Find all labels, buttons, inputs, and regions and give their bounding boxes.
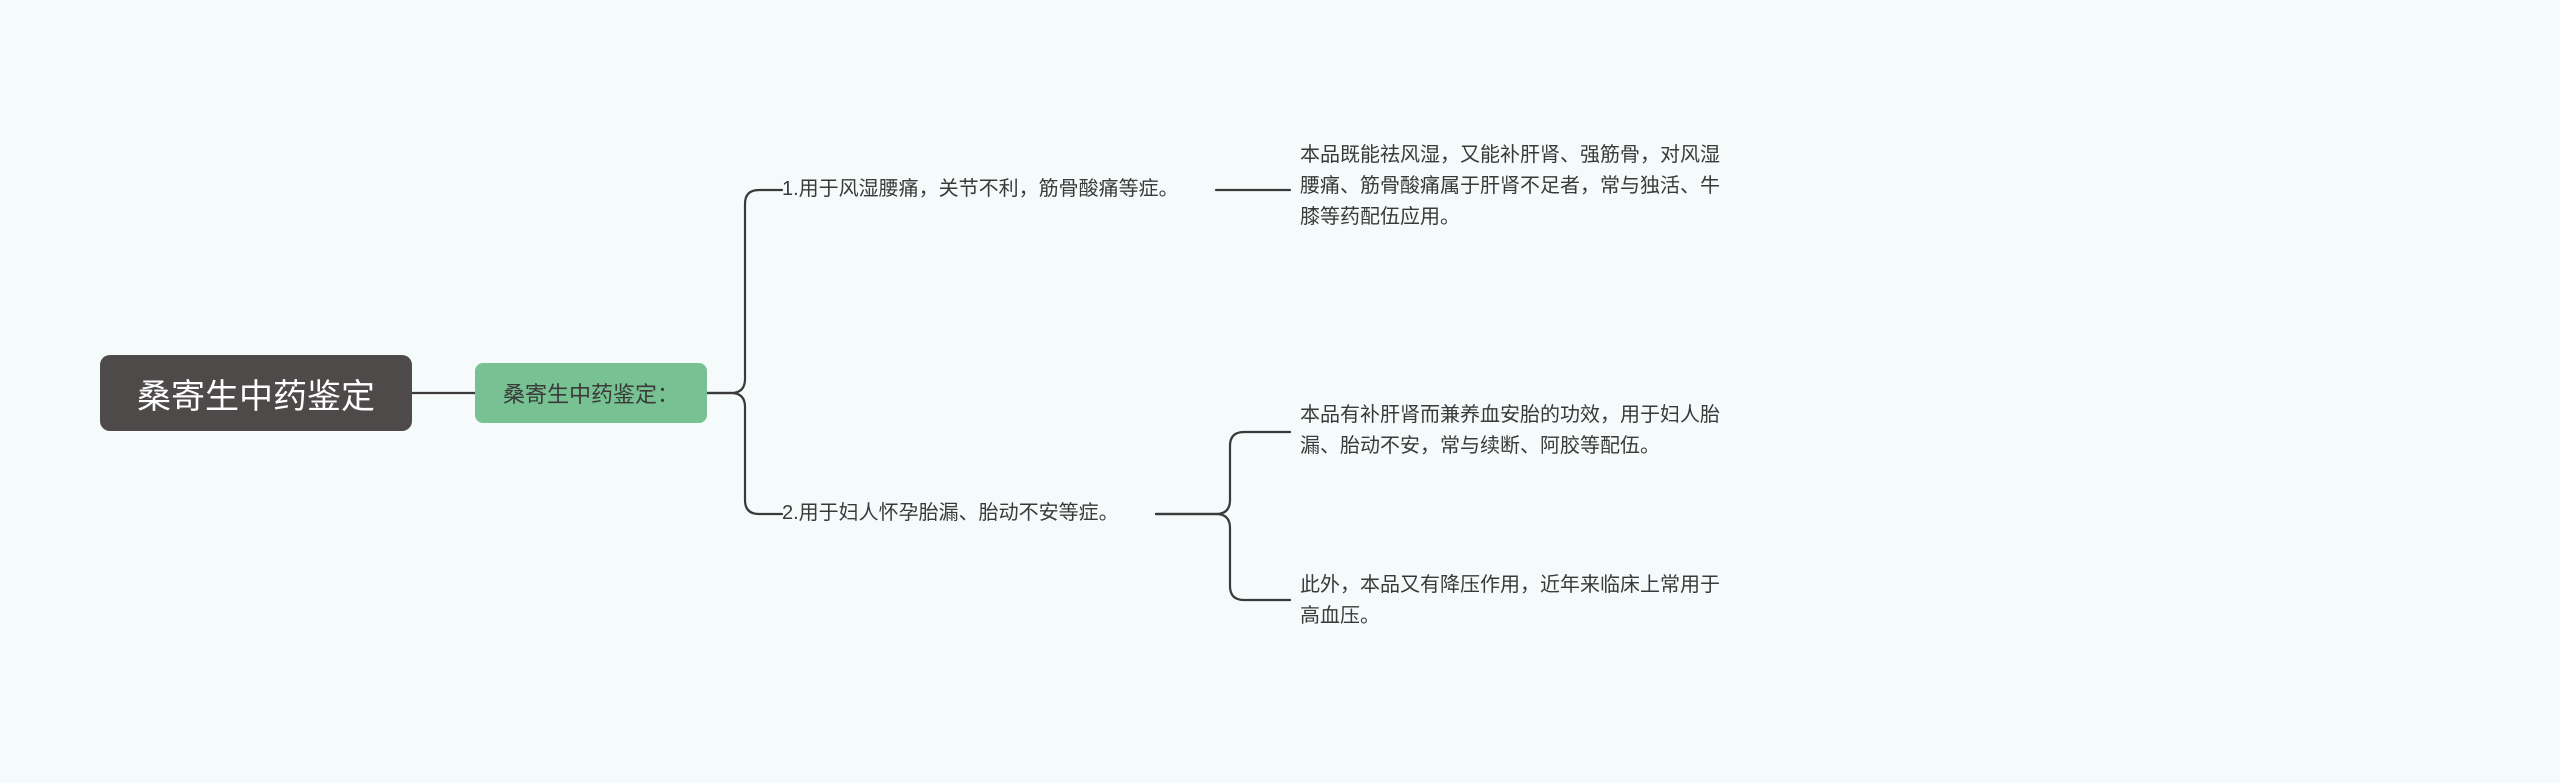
branch-1-detail: 本品既能祛风湿，又能补肝肾、强筋骨，对风湿腰痛、筋骨酸痛属于肝肾不足者，常与独活… bbox=[1300, 140, 1736, 233]
level1-node: 桑寄生中药鉴定： bbox=[475, 363, 707, 423]
root-node: 桑寄生中药鉴定 bbox=[100, 355, 412, 431]
branch-2-detail-2: 此外，本品又有降压作用，近年来临床上常用于高血压。 bbox=[1300, 570, 1736, 632]
branch-2-label: 2.用于妇人怀孕胎漏、胎动不安等症。 bbox=[782, 498, 1154, 529]
branch-1-label: 1.用于风湿腰痛，关节不利，筋骨酸痛等症。 bbox=[782, 174, 1214, 205]
branch-2-detail-1: 本品有补肝肾而兼养血安胎的功效，用于妇人胎漏、胎动不安，常与续断、阿胶等配伍。 bbox=[1300, 400, 1736, 462]
mindmap-canvas: 桑寄生中药鉴定 桑寄生中药鉴定： 1.用于风湿腰痛，关节不利，筋骨酸痛等症。 本… bbox=[0, 0, 2560, 783]
